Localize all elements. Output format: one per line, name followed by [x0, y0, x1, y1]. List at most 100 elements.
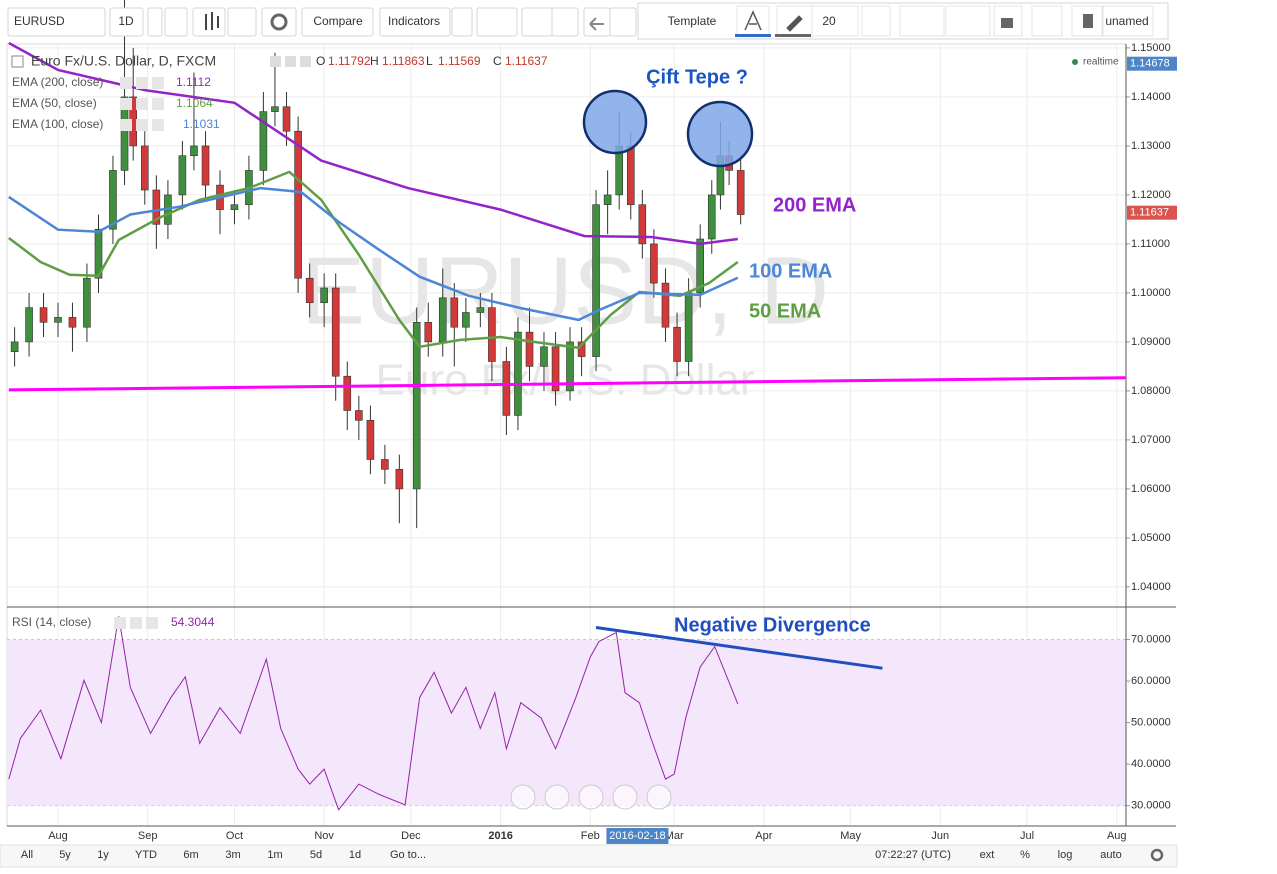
- date-label: 2016-02-18: [609, 830, 665, 842]
- legend-button[interactable]: [136, 98, 148, 110]
- zoom-button[interactable]: [646, 784, 672, 810]
- toolbar-button[interactable]: [164, 7, 188, 37]
- toolbar-text[interactable]: 20: [822, 14, 836, 28]
- legend-button[interactable]: [270, 56, 281, 67]
- toolbar-button[interactable]: [109, 7, 144, 37]
- candle-body: [120, 96, 129, 171]
- pencil-icon: [786, 15, 803, 32]
- candle-body: [638, 204, 647, 245]
- candle-body: [343, 375, 352, 411]
- range-button[interactable]: All: [21, 849, 33, 861]
- rsi-value: 54.3044: [171, 615, 215, 629]
- option-button[interactable]: %: [1020, 849, 1030, 861]
- legend-button[interactable]: [146, 617, 158, 629]
- toolbar-text[interactable]: EURUSD: [14, 14, 65, 28]
- legend-button[interactable]: [152, 98, 164, 110]
- legend-button[interactable]: [130, 617, 142, 629]
- legend-button[interactable]: [136, 77, 148, 89]
- ohlc-value: 1.11569: [438, 54, 481, 68]
- settings-icon[interactable]: [1150, 848, 1164, 862]
- toolbar-button[interactable]: [1071, 5, 1103, 37]
- legend-entry: EMA (100, close): [12, 117, 103, 131]
- ema-line: [8, 186, 739, 322]
- candle-body: [140, 145, 149, 191]
- y-tick-label: 30.0000: [1131, 800, 1171, 812]
- zoom-button[interactable]: [612, 784, 638, 810]
- toolbar-button[interactable]: [476, 7, 518, 37]
- candle-body: [650, 243, 658, 284]
- legend-button[interactable]: [152, 77, 164, 89]
- x-tick-label: May: [840, 830, 861, 842]
- y-tick-label: 1.14000: [1131, 91, 1171, 103]
- ohlc-name: H: [370, 54, 379, 68]
- x-tick-label: Jun: [931, 830, 949, 842]
- toolbar-button[interactable]: [899, 5, 945, 37]
- toolbar-button[interactable]: [1031, 5, 1063, 37]
- support-line: [8, 376, 1126, 392]
- toolbar-button[interactable]: [945, 5, 991, 37]
- legend-button[interactable]: [120, 119, 132, 131]
- candle-body: [438, 297, 447, 343]
- toolbar-button[interactable]: [583, 7, 611, 37]
- range-button[interactable]: 3m: [225, 849, 240, 861]
- candle-body: [551, 346, 560, 392]
- undo-icon: [589, 17, 604, 31]
- y-tick-label: 1.06000: [1131, 483, 1171, 495]
- zoom-button[interactable]: [578, 784, 604, 810]
- toolbar-button[interactable]: [609, 7, 637, 37]
- toolbar-button[interactable]: [192, 7, 226, 37]
- ohlc-value: 1.11863: [382, 54, 425, 68]
- x-tick-label: Aug: [1107, 830, 1127, 842]
- toolbar-button[interactable]: [379, 7, 451, 37]
- realtime-dot: [1072, 59, 1078, 65]
- trend-line: [595, 626, 883, 670]
- toolbar-text[interactable]: Indicators: [388, 14, 440, 28]
- option-button[interactable]: log: [1058, 849, 1073, 861]
- legend-button[interactable]: [300, 56, 311, 67]
- toolbar-text[interactable]: Compare: [313, 14, 363, 28]
- zoom-button[interactable]: [544, 784, 570, 810]
- range-button[interactable]: 5d: [310, 849, 322, 861]
- x-tick-label: Oct: [226, 830, 243, 842]
- legend-button[interactable]: [120, 77, 132, 89]
- toolbar-button[interactable]: [451, 7, 473, 37]
- toolbar-text[interactable]: unamed: [1105, 14, 1148, 28]
- range-button[interactable]: 1d: [349, 849, 361, 861]
- toolbar-text[interactable]: 1D: [118, 14, 134, 28]
- range-button[interactable]: 1m: [267, 849, 282, 861]
- toolbar-button[interactable]: [861, 5, 891, 37]
- annotation: 100 EMA: [749, 260, 832, 282]
- range-button[interactable]: 6m: [183, 849, 198, 861]
- toolbar-button[interactable]: [227, 7, 257, 37]
- zoom-button[interactable]: [510, 784, 536, 810]
- goto-button[interactable]: Go to...: [390, 849, 426, 861]
- legend-button[interactable]: [114, 617, 126, 629]
- toolbar-button[interactable]: [147, 7, 163, 37]
- legend-icon[interactable]: [11, 55, 24, 68]
- price-label: 1.14678: [1130, 58, 1170, 70]
- toolbar-button[interactable]: [7, 7, 106, 37]
- toolbar-button[interactable]: [811, 5, 859, 37]
- option-button[interactable]: ext: [980, 849, 995, 861]
- legend-button[interactable]: [285, 56, 296, 67]
- y-tick-label: 1.07000: [1131, 434, 1171, 446]
- legend-button[interactable]: [136, 119, 148, 131]
- toolbar-button[interactable]: [301, 7, 374, 37]
- legend-button[interactable]: [120, 98, 132, 110]
- legend-button[interactable]: [152, 119, 164, 131]
- candle-body: [282, 106, 291, 132]
- toolbar-button[interactable]: [521, 7, 553, 37]
- option-button[interactable]: auto: [1100, 849, 1121, 861]
- range-button[interactable]: 5y: [59, 849, 71, 861]
- toolbar-button[interactable]: [261, 7, 297, 37]
- toolbar-button[interactable]: [1102, 5, 1154, 37]
- candle-body: [178, 155, 187, 196]
- candle-body: [94, 228, 103, 279]
- toolbar-button[interactable]: [551, 7, 579, 37]
- range-button[interactable]: YTD: [135, 849, 157, 861]
- range-button[interactable]: 1y: [97, 849, 109, 861]
- toolbar-text[interactable]: Template: [668, 14, 717, 28]
- toolbar-button[interactable]: [993, 5, 1023, 37]
- legend-value: 1.1064: [176, 96, 213, 110]
